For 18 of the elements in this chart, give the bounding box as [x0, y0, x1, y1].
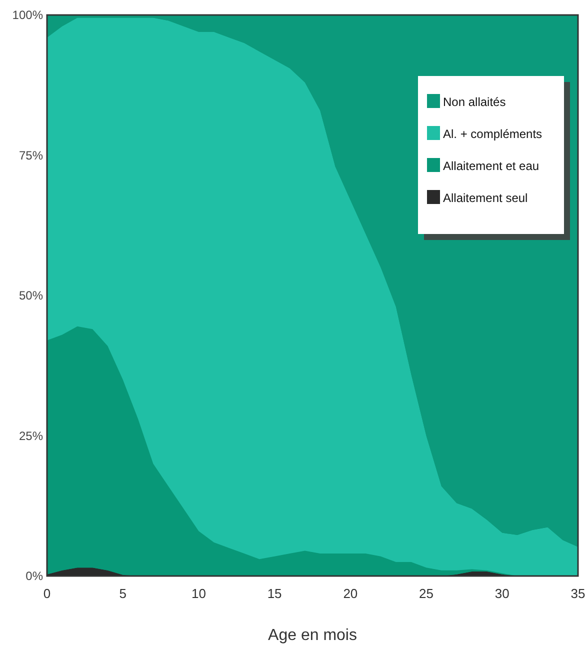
- x-tick-label: 35: [570, 586, 586, 601]
- y-tick-label: 75%: [18, 148, 44, 162]
- y-tick-label: 0%: [26, 569, 44, 584]
- legend-label: Allaitement et eau: [443, 159, 540, 173]
- y-tick-label: 100%: [12, 8, 44, 22]
- legend-label: Allaitement seul: [443, 191, 528, 205]
- y-tick-label: 50%: [18, 288, 44, 303]
- legend-label: Al. + compléments: [443, 127, 542, 141]
- x-tick-label: 25: [419, 586, 434, 601]
- x-tick-label: 0: [43, 586, 51, 601]
- x-axis-title: Age en mois: [268, 627, 357, 644]
- y-tick-label: 25%: [18, 428, 44, 443]
- x-tick-label: 5: [119, 586, 126, 601]
- x-tick-label: 20: [343, 586, 358, 601]
- x-tick-label: 10: [191, 586, 206, 601]
- series-label: Non allaités: [443, 95, 506, 109]
- x-tick-label: 30: [494, 586, 510, 601]
- x-tick-label: 15: [267, 586, 282, 601]
